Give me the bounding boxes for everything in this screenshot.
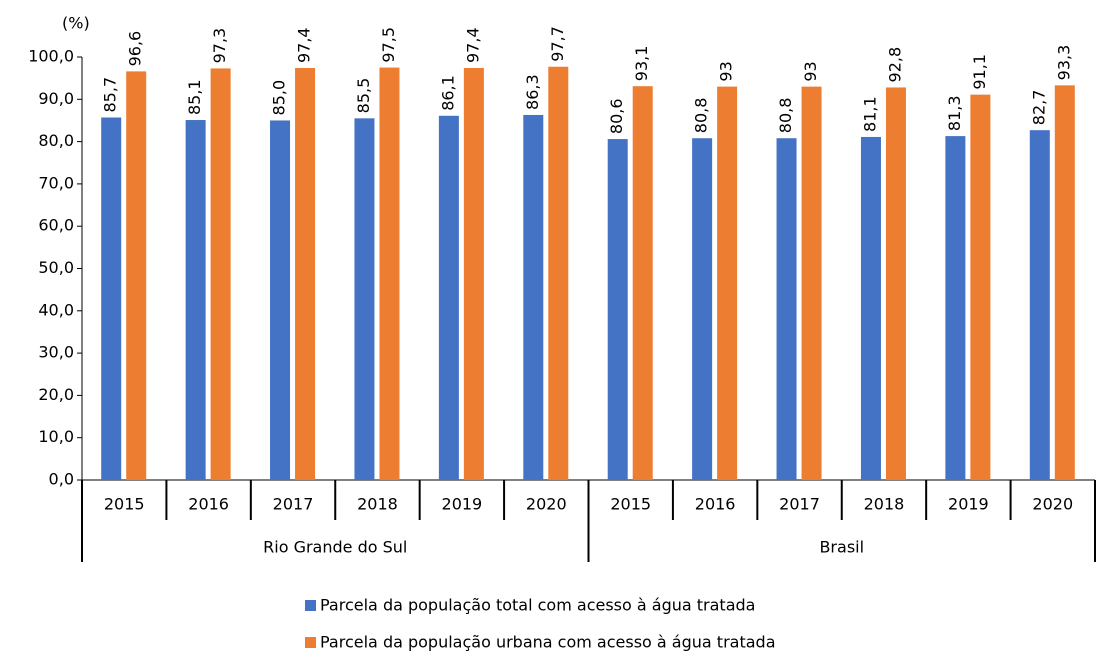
x-tick-label: 2015 bbox=[610, 495, 651, 514]
y-tick-label: 70,0 bbox=[38, 173, 74, 192]
x-tick-label: 2018 bbox=[864, 495, 905, 514]
y-tick-label: 20,0 bbox=[38, 385, 74, 404]
x-tick-label: 2015 bbox=[104, 495, 145, 514]
bar bbox=[126, 71, 147, 480]
group-label: Rio Grande do Sul bbox=[263, 538, 407, 557]
y-tick-label: 10,0 bbox=[38, 427, 74, 446]
value-label: 97,3 bbox=[210, 28, 229, 64]
value-label: 97,4 bbox=[463, 27, 482, 63]
value-label: 91,1 bbox=[970, 54, 989, 90]
group-label: Brasil bbox=[819, 538, 864, 557]
bar bbox=[776, 138, 797, 480]
value-label: 85,7 bbox=[101, 77, 120, 113]
bar bbox=[270, 120, 291, 480]
value-label: 85,5 bbox=[354, 78, 373, 114]
bar bbox=[379, 67, 400, 480]
x-tick-label: 2017 bbox=[779, 495, 820, 514]
value-label: 81,1 bbox=[860, 96, 879, 132]
value-label: 85,1 bbox=[185, 79, 204, 115]
bar bbox=[1054, 85, 1075, 480]
x-tick-label: 2016 bbox=[695, 495, 736, 514]
x-tick-label: 2019 bbox=[948, 495, 989, 514]
value-label: 93,1 bbox=[632, 46, 651, 82]
value-label: 80,6 bbox=[607, 98, 626, 134]
bar bbox=[860, 136, 881, 480]
bar bbox=[210, 68, 231, 481]
legend-label: Parcela da população urbana com acesso à… bbox=[320, 633, 776, 652]
bar bbox=[945, 136, 966, 480]
y-tick-label: 90,0 bbox=[38, 89, 74, 108]
x-tick-label: 2017 bbox=[273, 495, 314, 514]
bar bbox=[438, 115, 459, 480]
value-label: 97,4 bbox=[295, 27, 314, 63]
legend-swatch bbox=[305, 637, 316, 648]
y-tick-label: 100,0 bbox=[28, 47, 74, 66]
value-label: 96,6 bbox=[126, 31, 145, 67]
x-tick-label: 2016 bbox=[188, 495, 229, 514]
value-label: 97,7 bbox=[548, 26, 567, 62]
bar bbox=[632, 86, 653, 480]
bar bbox=[354, 118, 375, 481]
value-label: 93 bbox=[717, 61, 736, 81]
value-label: 85,0 bbox=[270, 80, 289, 116]
x-tick-label: 2019 bbox=[442, 495, 483, 514]
bar bbox=[523, 114, 544, 481]
bar bbox=[717, 86, 738, 481]
legend-label: Parcela da população total com acesso à … bbox=[320, 596, 755, 615]
bar bbox=[548, 66, 569, 480]
legend-swatch bbox=[305, 600, 316, 611]
bar bbox=[101, 117, 122, 480]
y-tick-label: 30,0 bbox=[38, 343, 74, 362]
value-label: 81,3 bbox=[945, 95, 964, 131]
bar bbox=[885, 87, 906, 481]
bar bbox=[692, 138, 713, 480]
bar bbox=[185, 120, 206, 480]
bar bbox=[1029, 130, 1050, 480]
x-tick-label: 2018 bbox=[357, 495, 398, 514]
value-label: 93,3 bbox=[1054, 45, 1073, 81]
y-unit-label: (%) bbox=[62, 14, 90, 33]
bar bbox=[970, 94, 991, 480]
value-label: 93 bbox=[801, 61, 820, 81]
y-tick-label: 80,0 bbox=[38, 131, 74, 150]
value-label: 86,3 bbox=[523, 74, 542, 110]
value-label: 82,7 bbox=[1029, 90, 1048, 126]
bar bbox=[801, 86, 822, 481]
bar bbox=[295, 67, 316, 481]
y-tick-label: 60,0 bbox=[38, 216, 74, 235]
bar bbox=[607, 139, 628, 480]
value-label: 97,5 bbox=[379, 27, 398, 63]
y-tick-label: 0,0 bbox=[49, 470, 74, 489]
bar bbox=[463, 67, 484, 481]
x-tick-label: 2020 bbox=[526, 495, 567, 514]
y-tick-label: 40,0 bbox=[38, 300, 74, 319]
value-label: 92,8 bbox=[885, 47, 904, 83]
value-label: 80,8 bbox=[692, 98, 711, 134]
value-label: 86,1 bbox=[438, 75, 457, 111]
value-label: 80,8 bbox=[776, 98, 795, 134]
x-tick-label: 2020 bbox=[1032, 495, 1073, 514]
y-tick-label: 50,0 bbox=[38, 258, 74, 277]
